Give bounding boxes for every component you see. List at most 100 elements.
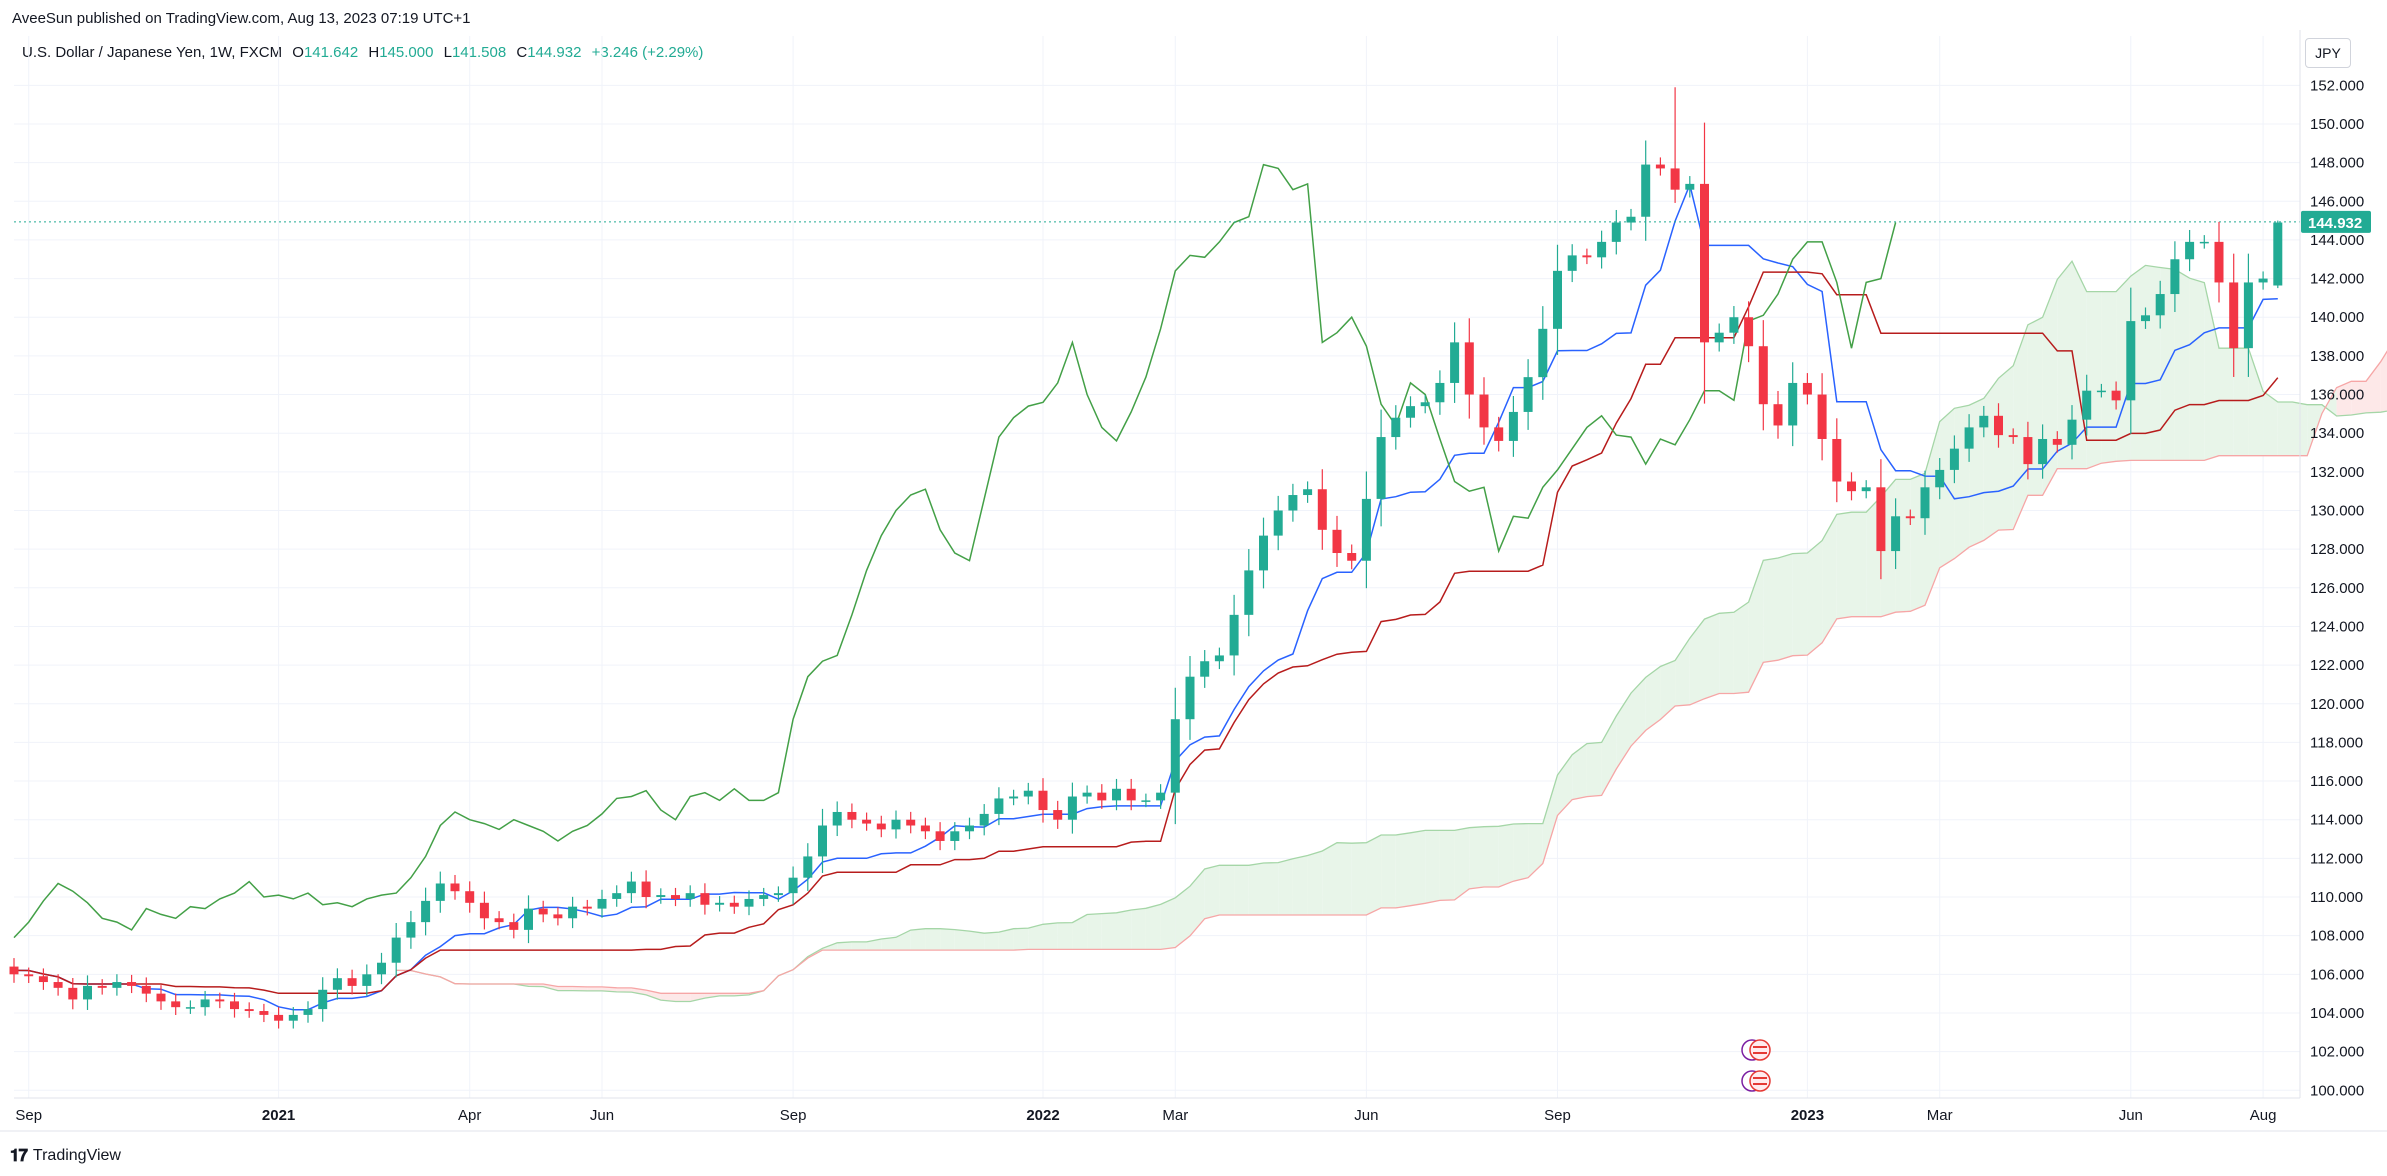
candle-body xyxy=(1053,810,1063,820)
candle-body xyxy=(2008,435,2018,438)
close-label: C xyxy=(516,44,528,61)
cloud-segment xyxy=(1351,842,1367,915)
cloud-segment xyxy=(1366,835,1382,915)
cloud-segment xyxy=(1601,716,1617,796)
cloud-segment xyxy=(1925,421,1940,606)
cloud-segment xyxy=(2233,348,2249,456)
candles xyxy=(9,87,2283,1029)
currency-button[interactable]: JPY xyxy=(2305,38,2351,68)
y-tick-label: 128.000 xyxy=(2310,541,2364,558)
low-value: 141.508 xyxy=(451,44,507,61)
candle-body xyxy=(656,895,666,898)
symbol-name[interactable]: U.S. Dollar / Japanese Yen, 1W, FXCM xyxy=(22,44,283,61)
cloud-segment xyxy=(1983,378,1999,541)
cloud-segment xyxy=(1278,858,1293,915)
candle-body xyxy=(1214,655,1224,662)
candle-body xyxy=(2111,390,2121,401)
cloud-segment xyxy=(528,984,544,987)
y-tick-label: 108.000 xyxy=(2310,928,2364,945)
candle-body xyxy=(2273,222,2283,286)
candle-body xyxy=(1597,241,1607,258)
cloud-segment xyxy=(602,986,617,992)
cloud-segment xyxy=(896,930,911,951)
candle-body xyxy=(156,993,166,1002)
cloud-segment xyxy=(984,932,999,951)
candle-body xyxy=(421,900,431,923)
cloud-segment xyxy=(1116,910,1132,950)
cloud-segment xyxy=(587,986,602,991)
candle-body xyxy=(244,1009,254,1012)
cloud-segment xyxy=(1557,754,1573,816)
cloud-segment xyxy=(2321,387,2337,416)
cloud-segment xyxy=(2116,276,2131,462)
cloud-segment xyxy=(2204,282,2219,461)
candle-body xyxy=(1832,438,1842,482)
candle-body xyxy=(1847,481,1856,492)
candle-body xyxy=(715,902,725,905)
open-label: O xyxy=(292,44,304,61)
candle-body xyxy=(2023,437,2033,465)
publisher-line: AveeSun published on TradingView.com, Au… xyxy=(12,10,471,27)
cloud-segment xyxy=(1998,365,2014,531)
cloud-segment xyxy=(881,937,896,951)
candle-body xyxy=(876,823,886,830)
high-value: 145.000 xyxy=(379,44,434,61)
cloud-segment xyxy=(763,975,779,991)
symbol-legend: U.S. Dollar / Japanese Yen, 1W, FXCM O14… xyxy=(22,44,703,61)
cloud-segment xyxy=(2057,261,2072,469)
candle-body xyxy=(582,906,592,909)
candle-body xyxy=(979,813,989,826)
candle-body xyxy=(406,922,416,938)
cloud-segment xyxy=(1469,826,1484,889)
cloud-segment xyxy=(1763,558,1778,663)
cloud-segment xyxy=(2086,291,2102,469)
cloud-segment xyxy=(822,942,838,951)
cloud-segment xyxy=(2042,279,2058,496)
event-flag-icon[interactable] xyxy=(1741,1039,1771,1061)
cloud-segment xyxy=(1013,928,1029,951)
candle-body xyxy=(1935,469,1945,488)
last-price-label: 144.932 xyxy=(2308,215,2362,232)
candle-body xyxy=(538,908,548,915)
candle-body xyxy=(891,819,901,830)
candle-body xyxy=(803,856,813,878)
cloud-segment xyxy=(1410,830,1426,906)
candle-body xyxy=(1685,183,1695,190)
candle-body xyxy=(524,908,533,930)
cloud-segment xyxy=(1248,863,1264,915)
event-flag-icon[interactable] xyxy=(1741,1070,1771,1092)
candle-body xyxy=(1773,404,1783,426)
cloud-segment xyxy=(543,984,558,991)
candle-body xyxy=(1582,255,1592,258)
event-markers[interactable] xyxy=(1741,1039,1771,1092)
cloud-segment xyxy=(1043,922,1058,950)
candle-body xyxy=(450,883,460,892)
x-tick-label: Jun xyxy=(1354,1107,1378,1124)
candle-body xyxy=(1817,394,1827,439)
cloud-segment xyxy=(1190,869,1205,936)
cloud-segment xyxy=(2145,265,2161,461)
cloud-segment xyxy=(940,928,955,951)
candle-body xyxy=(435,883,445,901)
candle-body xyxy=(185,1007,195,1009)
cloud-segment xyxy=(1395,832,1411,908)
candle-body xyxy=(1979,415,1989,428)
candle-body xyxy=(1112,788,1121,801)
senkou-span-b-line xyxy=(396,350,2387,994)
footer-brand[interactable]: 𝟏𝟕 TradingView xyxy=(10,1146,121,1166)
kijun-sen-line xyxy=(13,271,2279,995)
us-flag-icon xyxy=(1749,1070,1771,1092)
candle-body xyxy=(1626,216,1636,223)
candle-body xyxy=(112,982,122,988)
y-tick-label: 150.000 xyxy=(2310,116,2364,133)
cloud-segment xyxy=(2174,269,2190,461)
cloud-segment xyxy=(2072,261,2087,469)
candle-body xyxy=(9,966,19,975)
candle-body xyxy=(1788,382,1798,426)
candle-body xyxy=(1670,168,1680,190)
candle-body xyxy=(200,999,210,1008)
cloud-segment xyxy=(1160,897,1176,950)
candle-body xyxy=(935,831,945,841)
open-value: 141.642 xyxy=(303,44,359,61)
